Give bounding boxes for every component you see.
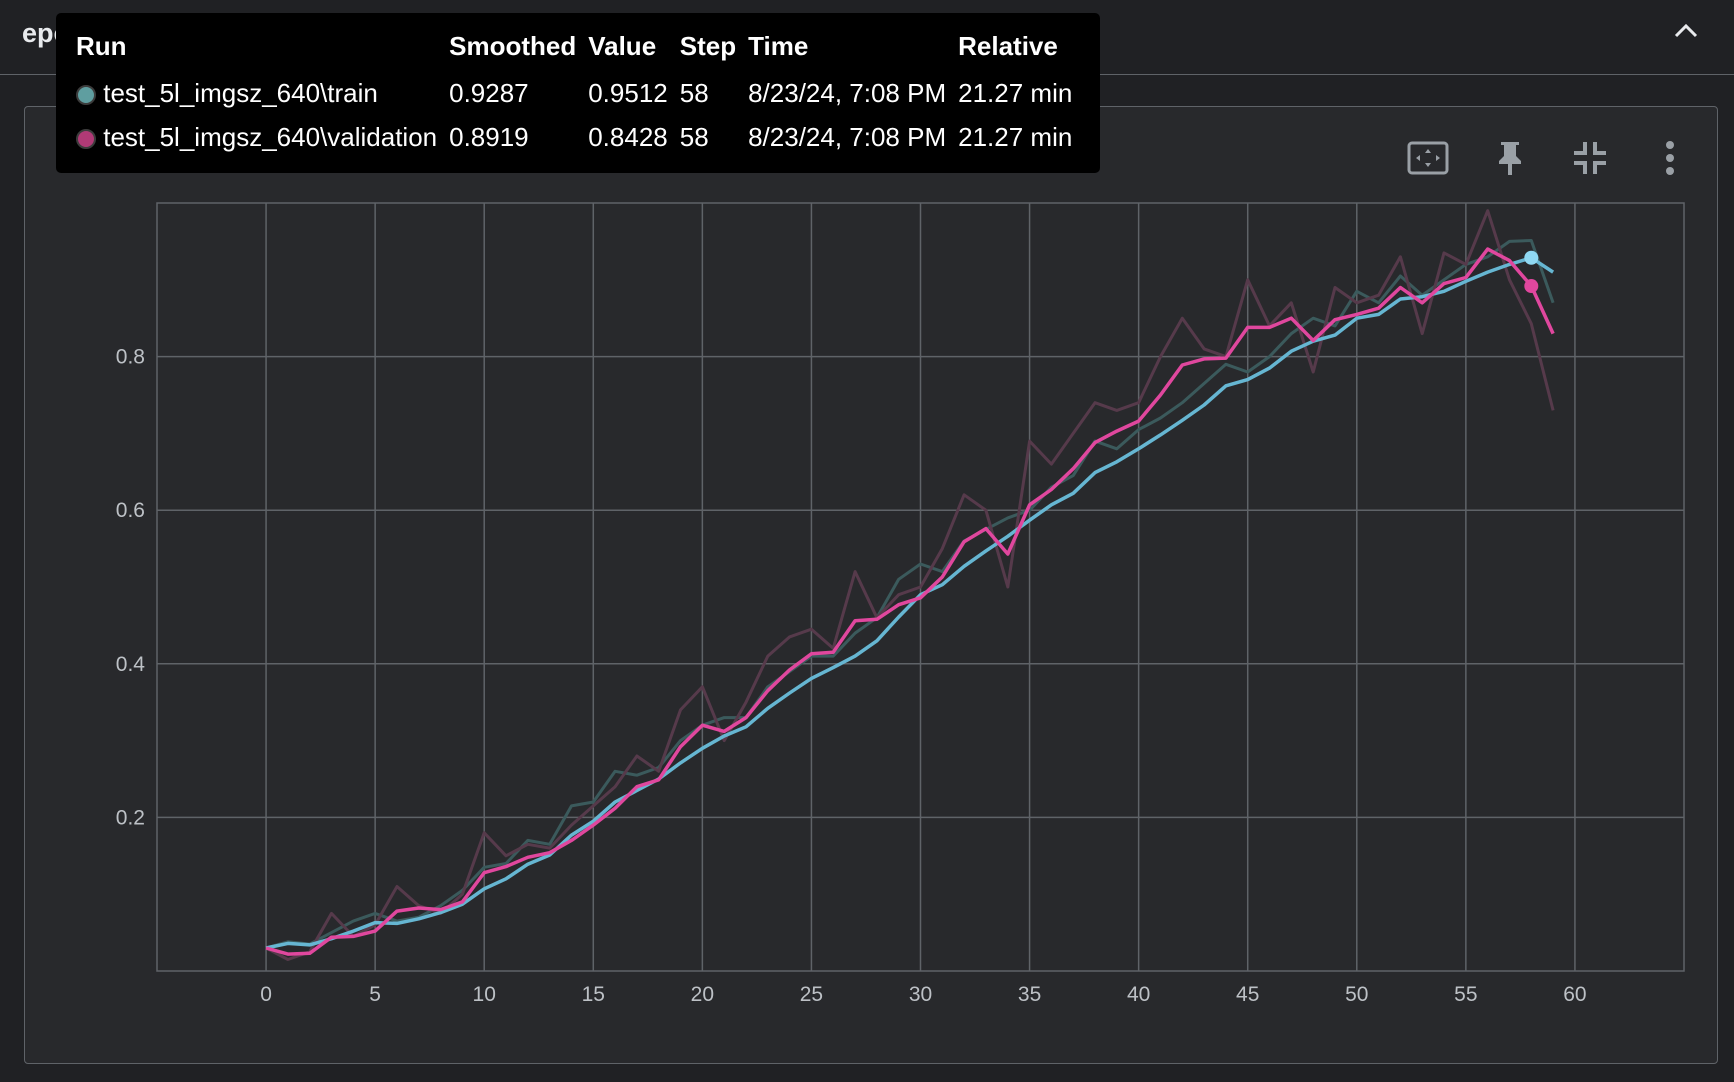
x-tick-label: 10 bbox=[473, 983, 496, 1006]
x-tick-label: 55 bbox=[1454, 983, 1477, 1006]
chart-axes: 0 5 10 15 20 25 30 35 40 45 50 55 60 0.2 0.4 0.6 0.8 bbox=[116, 346, 1587, 1006]
smoothed-series-line bbox=[266, 249, 1553, 954]
x-tick-label: 40 bbox=[1127, 983, 1150, 1006]
value-cell: 0.9512 bbox=[582, 71, 674, 115]
run-cell: test_5l_imgsz_640\validation bbox=[70, 115, 443, 159]
y-tick-label: 0.6 bbox=[116, 499, 145, 522]
tooltip-header-time: Time bbox=[742, 29, 952, 71]
run-name: test_5l_imgsz_640\train bbox=[103, 78, 378, 108]
relative-cell: 21.27 min bbox=[952, 71, 1078, 115]
tooltip-header-run: Run bbox=[70, 29, 443, 71]
time-cell: 8/23/24, 7:08 PM bbox=[742, 71, 952, 115]
x-tick-label: 0 bbox=[260, 983, 272, 1006]
x-tick-label: 35 bbox=[1018, 983, 1041, 1006]
x-tick-label: 15 bbox=[582, 983, 605, 1006]
tooltip-header-relative: Relative bbox=[952, 29, 1078, 71]
step-cell: 58 bbox=[674, 115, 742, 159]
tooltip-table: Run Smoothed Value Step Time Relative te… bbox=[70, 29, 1078, 159]
run-cell: test_5l_imgsz_640\train bbox=[70, 71, 443, 115]
highlight-point bbox=[1524, 279, 1538, 293]
chart-markers bbox=[1524, 251, 1538, 293]
relative-cell: 21.27 min bbox=[952, 115, 1078, 159]
raw-series-line bbox=[266, 241, 1553, 949]
run-color-dot bbox=[76, 85, 96, 105]
tooltip-row: test_5l_imgsz_640\validation 0.8919 0.84… bbox=[70, 115, 1078, 159]
tooltip-row: test_5l_imgsz_640\train 0.9287 0.9512 58… bbox=[70, 71, 1078, 115]
x-tick-label: 50 bbox=[1345, 983, 1368, 1006]
smoothed-cell: 0.8919 bbox=[443, 115, 582, 159]
run-color-dot bbox=[76, 129, 96, 149]
tooltip-header-smoothed: Smoothed bbox=[443, 29, 582, 71]
x-tick-label: 25 bbox=[800, 983, 823, 1006]
y-tick-label: 0.4 bbox=[116, 653, 146, 676]
x-tick-label: 20 bbox=[691, 983, 714, 1006]
chart-series bbox=[266, 211, 1553, 960]
smoothed-cell: 0.9287 bbox=[443, 71, 582, 115]
x-tick-label: 45 bbox=[1236, 983, 1259, 1006]
y-tick-label: 0.2 bbox=[116, 806, 145, 829]
tooltip-header-row: Run Smoothed Value Step Time Relative bbox=[70, 29, 1078, 71]
tooltip-header-step: Step bbox=[674, 29, 742, 71]
value-cell: 0.8428 bbox=[582, 115, 674, 159]
time-cell: 8/23/24, 7:08 PM bbox=[742, 115, 952, 159]
highlight-point bbox=[1524, 251, 1538, 265]
tooltip-header-value: Value bbox=[582, 29, 674, 71]
run-name: test_5l_imgsz_640\validation bbox=[103, 122, 437, 152]
x-tick-label: 5 bbox=[369, 983, 381, 1006]
step-cell: 58 bbox=[674, 71, 742, 115]
raw-series-line bbox=[266, 211, 1553, 960]
y-tick-label: 0.8 bbox=[116, 346, 145, 369]
tooltip-panel: Run Smoothed Value Step Time Relative te… bbox=[56, 13, 1100, 173]
x-tick-label: 60 bbox=[1563, 983, 1586, 1006]
x-tick-label: 30 bbox=[909, 983, 932, 1006]
